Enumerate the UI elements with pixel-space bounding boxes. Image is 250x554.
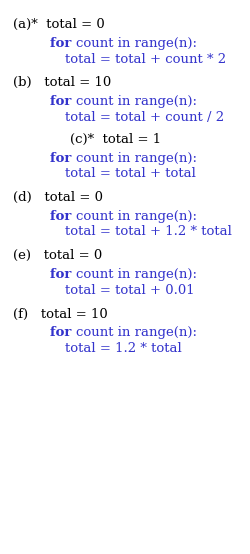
Text: (d)   total = 0: (d) total = 0 [12,191,102,204]
Text: (e)   total = 0: (e) total = 0 [12,249,102,262]
Text: total = total + 0.01: total = total + 0.01 [65,284,194,296]
Text: total = 1.2 * total: total = 1.2 * total [65,342,181,355]
Text: total = total + count * 2: total = total + count * 2 [65,53,226,65]
Text: for: for [50,268,76,281]
Text: (f)   total = 10: (f) total = 10 [12,307,107,320]
Text: count in range(n):: count in range(n): [76,326,196,339]
Text: count in range(n):: count in range(n): [76,210,196,223]
Text: count in range(n):: count in range(n): [76,152,196,165]
Text: count in range(n):: count in range(n): [76,268,196,281]
Text: for: for [50,95,76,108]
Text: for: for [50,326,76,339]
Text: (a)*  total = 0: (a)* total = 0 [12,18,104,31]
Text: (b)   total = 10: (b) total = 10 [12,76,110,89]
Text: for: for [50,37,76,50]
Text: for: for [50,152,76,165]
Text: count in range(n):: count in range(n): [76,37,196,50]
Text: count in range(n):: count in range(n): [76,95,196,108]
Text: total = total + count / 2: total = total + count / 2 [65,111,224,124]
Text: total = total + total: total = total + total [65,167,195,180]
Text: (c)*  total = 1: (c)* total = 1 [70,133,161,146]
Text: total = total + 1.2 * total: total = total + 1.2 * total [65,225,231,238]
Text: for: for [50,210,76,223]
